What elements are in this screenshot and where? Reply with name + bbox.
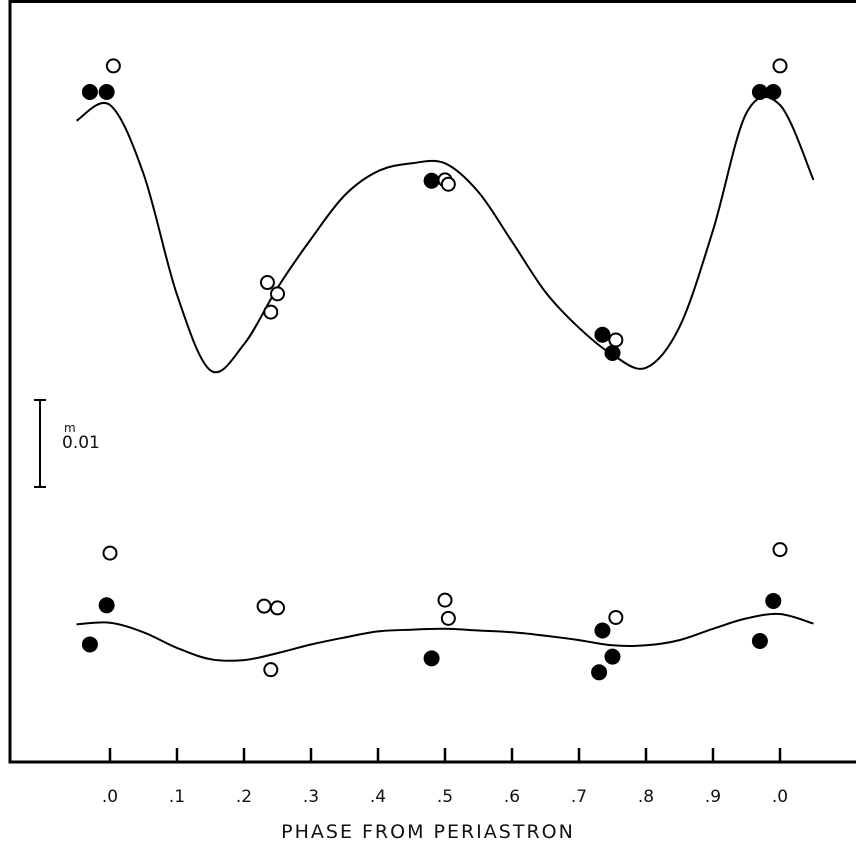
x-axis-title: PHASE FROM PERIASTRON	[281, 821, 575, 843]
magnitude-scale-bar: 0.01 m	[34, 399, 100, 488]
filled-point	[751, 84, 768, 100]
x-tick-label: .9	[705, 787, 721, 807]
filled-point	[594, 622, 611, 639]
open-point	[256, 598, 272, 614]
x-tick-label: .4	[370, 787, 386, 807]
fit-curves	[75, 95, 815, 662]
open-point	[259, 275, 275, 291]
x-tick-label: .3	[303, 787, 319, 807]
filled-point	[81, 636, 98, 653]
x-tick-label: .2	[236, 787, 252, 807]
filled-point	[591, 664, 608, 681]
filled-point	[98, 84, 115, 100]
open-point	[263, 662, 279, 678]
filled-point	[765, 84, 782, 100]
filled-point	[423, 172, 440, 189]
open-point	[263, 304, 279, 320]
filled-point	[81, 84, 98, 100]
x-tick-label: .0	[102, 787, 118, 807]
x-tick-label: .5	[437, 787, 453, 807]
plot-frame	[8, 0, 856, 764]
scale-bar-unit: m	[64, 421, 76, 435]
axis-frame	[8, 0, 856, 764]
x-tick-label: .0	[772, 787, 788, 807]
filled-point	[423, 650, 440, 667]
filled-point	[604, 345, 621, 361]
open-point	[608, 609, 624, 625]
open-point	[270, 286, 285, 302]
data-points	[81, 58, 788, 681]
open-point	[102, 545, 118, 561]
open-point	[608, 332, 624, 348]
open-point	[440, 610, 456, 626]
filled-point	[594, 326, 611, 343]
open-point	[270, 600, 285, 616]
filled-point	[751, 632, 768, 649]
x-tick-label: .7	[571, 787, 587, 807]
open-point	[437, 592, 453, 608]
scale-bar-label: 0.01	[62, 433, 100, 453]
open-point	[772, 58, 788, 74]
open-point	[105, 58, 121, 74]
x-tick-label: .1	[169, 787, 185, 807]
x-tick-label: .6	[504, 787, 520, 807]
filled-point	[604, 648, 621, 665]
open-point	[440, 176, 456, 192]
fit-curve-lower	[76, 612, 814, 662]
open-point	[772, 542, 788, 558]
x-tick-label: .8	[638, 787, 654, 807]
filled-point	[98, 597, 115, 614]
x-axis-ticks: .0 .1 .2 .3 .4 .5 .6 .7 .8 .9 .0	[102, 748, 788, 807]
filled-point	[765, 592, 782, 609]
fit-curve-upper	[75, 95, 815, 374]
